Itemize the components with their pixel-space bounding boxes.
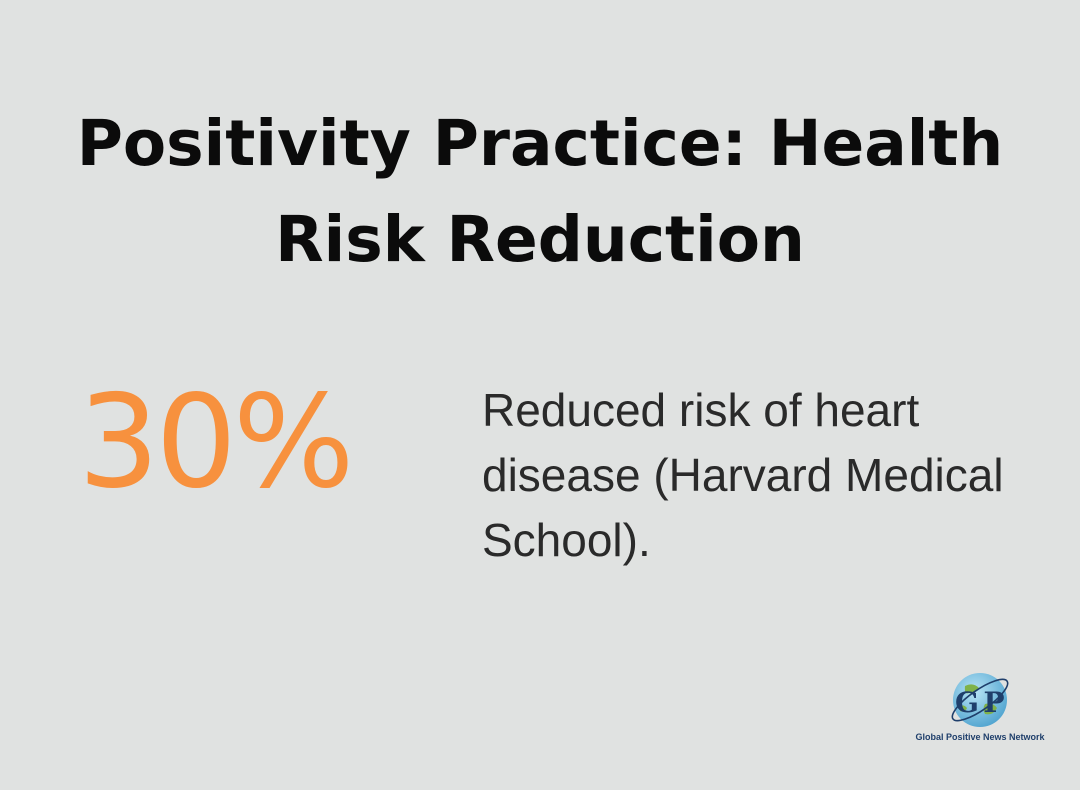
- logo-letter-left: G: [955, 686, 979, 719]
- stat-description: Reduced risk of heart disease (Harvard M…: [482, 384, 1004, 566]
- logo-letter-right: P: [983, 686, 1004, 719]
- brand-logo: G P Global Positive News Network: [905, 668, 1055, 748]
- stat-value: 30%: [78, 368, 354, 517]
- logo-name: Global Positive News Network: [915, 732, 1045, 742]
- globe-icon: G P: [951, 673, 1009, 727]
- page-title: Positivity Practice: Health Risk Reducti…: [76, 107, 1004, 276]
